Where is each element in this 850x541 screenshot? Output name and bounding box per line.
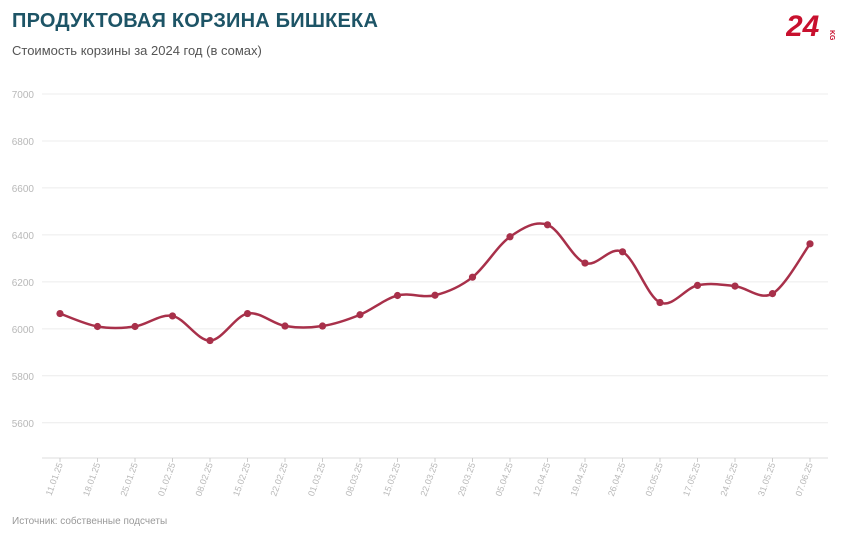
x-tick-label: 17.05.25 xyxy=(681,461,702,497)
logo-number: 24 xyxy=(786,10,820,42)
data-point xyxy=(281,322,289,330)
data-point xyxy=(206,336,214,345)
x-tick-label: 08.03.25 xyxy=(343,461,364,497)
data-point xyxy=(168,312,177,320)
x-axis: 11.01.25 18.01.25 25.01.25 01.02.25 08.02.25… xyxy=(42,457,828,498)
y-tick-label: 5600 xyxy=(12,419,35,430)
series-points xyxy=(56,221,814,345)
x-tick-label: 12.04.25 xyxy=(531,461,552,497)
y-tick-label: 6000 xyxy=(12,325,35,336)
data-point xyxy=(131,322,139,331)
line-chart: 5600 5800 6000 6200 6400 6600 6800 7000 11.01.2… xyxy=(12,90,828,498)
x-tick-label: 15.02.25 xyxy=(231,461,252,497)
y-tick-label: 6600 xyxy=(12,184,35,195)
x-tick-label: 19.04.25 xyxy=(568,461,589,497)
x-tick-label: 25.01.25 xyxy=(118,461,139,497)
x-tick-label: 15.03.25 xyxy=(381,461,402,497)
y-tick-label: 7000 xyxy=(12,90,35,101)
data-point xyxy=(768,290,777,298)
x-tick-label: 29.03.25 xyxy=(456,461,477,497)
data-point xyxy=(243,309,252,318)
x-tick-label: 18.01.25 xyxy=(81,461,102,497)
x-tick-label: 22.03.25 xyxy=(418,461,439,497)
y-tick-label: 6800 xyxy=(12,137,35,148)
y-axis-ticks: 5600 5800 6000 6200 6400 6600 6800 7000 xyxy=(12,90,35,430)
grid-lines xyxy=(42,93,828,424)
data-point xyxy=(618,248,627,256)
data-point xyxy=(693,281,702,289)
chart-subtitle: Стоимость корзины за 2024 год (в сомах) xyxy=(12,43,262,58)
y-tick-label: 6400 xyxy=(12,231,35,242)
y-tick-label: 6200 xyxy=(12,278,35,289)
data-point xyxy=(393,291,402,300)
data-point xyxy=(468,273,477,281)
logo-suffix: KG xyxy=(828,30,835,41)
data-point xyxy=(731,282,739,290)
x-tick-label: 24.05.25 xyxy=(718,461,739,497)
data-point xyxy=(356,311,364,319)
24kg-logo: 24 KG xyxy=(786,10,835,42)
x-tick-label: 31.05.25 xyxy=(756,461,777,497)
x-tick-label: 22.02.25 xyxy=(268,461,289,497)
data-point xyxy=(656,298,664,307)
x-tick-label: 05.04.25 xyxy=(493,461,514,497)
data-point xyxy=(581,259,589,267)
x-tick-label: 26.04.25 xyxy=(606,461,627,497)
x-tick-label: 01.03.25 xyxy=(306,461,327,497)
source-note: Источник: собственные подсчеты xyxy=(12,516,168,527)
y-tick-label: 5800 xyxy=(12,372,35,383)
chart-title: ПРОДУКТОВАЯ КОРЗИНА БИШКЕКА xyxy=(12,10,379,32)
x-tick-label: 08.02.25 xyxy=(193,461,214,497)
x-tick-label: 11.01.25 xyxy=(44,461,65,497)
data-point xyxy=(56,309,64,318)
x-tick-label: 01.02.25 xyxy=(156,461,177,497)
x-tick-label: 07.06.25 xyxy=(793,461,814,497)
data-point xyxy=(543,221,552,229)
data-point xyxy=(806,240,814,248)
data-point xyxy=(506,233,514,241)
data-point xyxy=(431,291,439,299)
data-point xyxy=(93,322,102,331)
data-point xyxy=(318,322,327,330)
x-tick-label: 03.05.25 xyxy=(643,461,664,497)
